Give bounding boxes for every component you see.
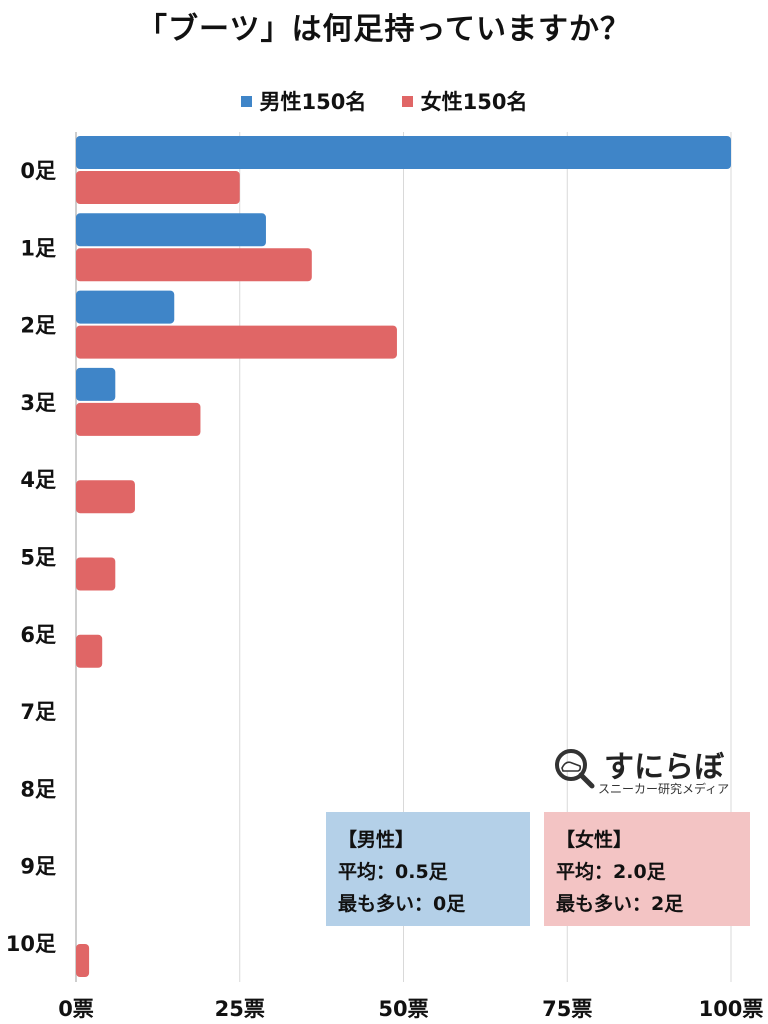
category-label: 9足: [20, 855, 56, 879]
summary-male-mode: 最も多い：0足: [338, 893, 466, 915]
x-tick-label: 25票: [215, 997, 265, 1021]
summary-box-male: 【男性】 平均：0.5足 最も多い：0足: [326, 812, 530, 926]
category-label: 2足: [20, 314, 56, 338]
bar-female: [76, 480, 135, 514]
summary-box-female: 【女性】 平均：2.0足 最も多い：2足: [544, 812, 750, 926]
chart-title: 「ブーツ」は何足持っていますか？: [137, 12, 631, 47]
bar-female: [76, 557, 116, 591]
x-tick-label: 0票: [58, 997, 94, 1021]
category-label: 8足: [20, 777, 56, 801]
legend-item-female: 女性150名: [401, 86, 528, 116]
summary-female-mode: 最も多い：2足: [556, 893, 684, 915]
legend-swatch-female: [401, 95, 413, 107]
category-label: 6足: [20, 623, 56, 647]
logo-subtitle: スニーカー研究メディア: [598, 782, 730, 796]
bar-male: [76, 290, 175, 324]
bar-male: [76, 367, 116, 401]
bar-female: [76, 171, 240, 204]
category-label: 7足: [20, 700, 56, 724]
bar-female: [76, 634, 103, 668]
bar-male: [76, 136, 731, 169]
x-tick-label: 50票: [378, 997, 428, 1021]
legend-label-female: 女性150名: [420, 90, 528, 114]
legend: 男性150名 女性150名: [0, 86, 768, 116]
bar-female: [76, 944, 90, 977]
summary-male-average: 平均：0.5足: [338, 861, 448, 883]
magnifier-sneaker-icon: [555, 749, 595, 789]
summary-female-average: 平均：2.0足: [556, 861, 666, 883]
bar-male: [76, 213, 266, 247]
category-label: 1足: [20, 236, 56, 260]
legend-item-male: 男性150名: [240, 86, 367, 116]
bar-female: [76, 402, 201, 436]
category-label: 5足: [20, 546, 56, 570]
category-label: 4足: [20, 468, 56, 492]
bar-female: [76, 248, 312, 282]
bar-female: [76, 325, 397, 359]
category-label: 0足: [20, 159, 56, 183]
logo: すにらぼ スニーカー研究メディア: [554, 744, 754, 804]
logo-text: すにらぼ: [604, 750, 724, 785]
summary-female-heading: 【女性】: [556, 829, 633, 851]
legend-swatch-male: [240, 95, 252, 107]
category-label: 3足: [20, 391, 56, 415]
x-tick-label: 75票: [542, 997, 592, 1021]
summary-male-heading: 【男性】: [338, 829, 415, 851]
legend-label-male: 男性150名: [259, 90, 367, 114]
category-label: 10足: [6, 932, 56, 956]
x-tick-label: 100票: [699, 997, 764, 1021]
